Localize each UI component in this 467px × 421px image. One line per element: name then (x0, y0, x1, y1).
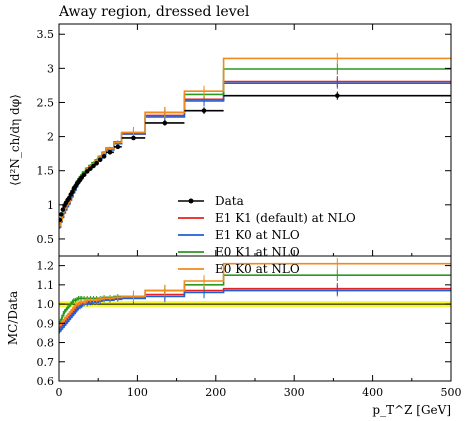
data-point (66, 195, 72, 201)
data-point (70, 189, 75, 195)
y-axis-label-top: ⟨d²N_ch/dη dφ⟩ (8, 94, 22, 186)
chart-title: Away region, dressed level (59, 4, 250, 20)
y-tick-label-top: 3.5 (37, 28, 55, 41)
series-e0-k0-at-nlo-ratio (59, 262, 451, 326)
data-point (84, 169, 90, 174)
y-tick-label-top: 2 (47, 131, 54, 144)
x-tick-label: 500 (441, 386, 462, 399)
legend-point-data (188, 198, 194, 204)
x-tick-label: 0 (56, 386, 63, 399)
legend-label-data: Data (215, 194, 244, 208)
legend-label-e1-k0-at-nlo: E1 K0 at NLO (215, 228, 300, 242)
y-tick-label-top: 1.5 (37, 165, 55, 178)
y-tick-label-bottom: 1.1 (37, 279, 55, 292)
y-tick-label-top: 1 (47, 199, 54, 212)
x-tick-label: 100 (127, 386, 148, 399)
data-point (115, 144, 121, 150)
y-tick-label-top: 2.5 (37, 96, 55, 109)
data-point (60, 207, 66, 212)
legend-label-e0-k1-at-nlo: E0 K1 at NLO (215, 245, 300, 259)
legend-label-e0-k0-at-nlo: E0 K0 at NLO (215, 262, 300, 276)
y-tick-label-bottom: 0.6 (37, 375, 55, 388)
data-point (162, 120, 168, 126)
data-point (81, 172, 87, 178)
data-point (59, 212, 64, 217)
y-tick-label-bottom: 1.2 (37, 260, 55, 273)
data-point (91, 163, 96, 169)
data-point (101, 154, 107, 159)
y-tick-label-top: 0.5 (37, 233, 55, 246)
data-point (335, 93, 340, 98)
data-point (107, 149, 113, 155)
y-tick-label-top: 3 (47, 62, 54, 75)
data-point (94, 160, 99, 166)
series-e1-k0-at-nlo-top (59, 82, 451, 229)
x-axis-label: p_T^Z [GeV] (372, 403, 451, 417)
y-tick-label-bottom: 0.8 (37, 337, 55, 350)
y-tick-label-bottom: 0.9 (37, 317, 55, 330)
data-point (59, 217, 63, 223)
data-point (97, 157, 103, 163)
y-tick-label-bottom: 0.7 (37, 356, 55, 369)
legend-label-e1-k1-default-at-nlo: E1 K1 (default) at NLO (215, 211, 356, 225)
x-tick-label: 200 (205, 386, 226, 399)
series-e1-k1-default-at-nlo-top (59, 80, 451, 227)
data-point (131, 135, 136, 141)
data-point (201, 108, 207, 113)
x-tick-label: 300 (284, 386, 305, 399)
y-tick-label-bottom: 1.0 (37, 298, 55, 311)
x-tick-label: 400 (362, 386, 383, 399)
data-point (88, 166, 93, 171)
y-axis-label-bottom: MC/Data (6, 291, 20, 345)
series-e0-k1-at-nlo-ratio (59, 274, 451, 325)
